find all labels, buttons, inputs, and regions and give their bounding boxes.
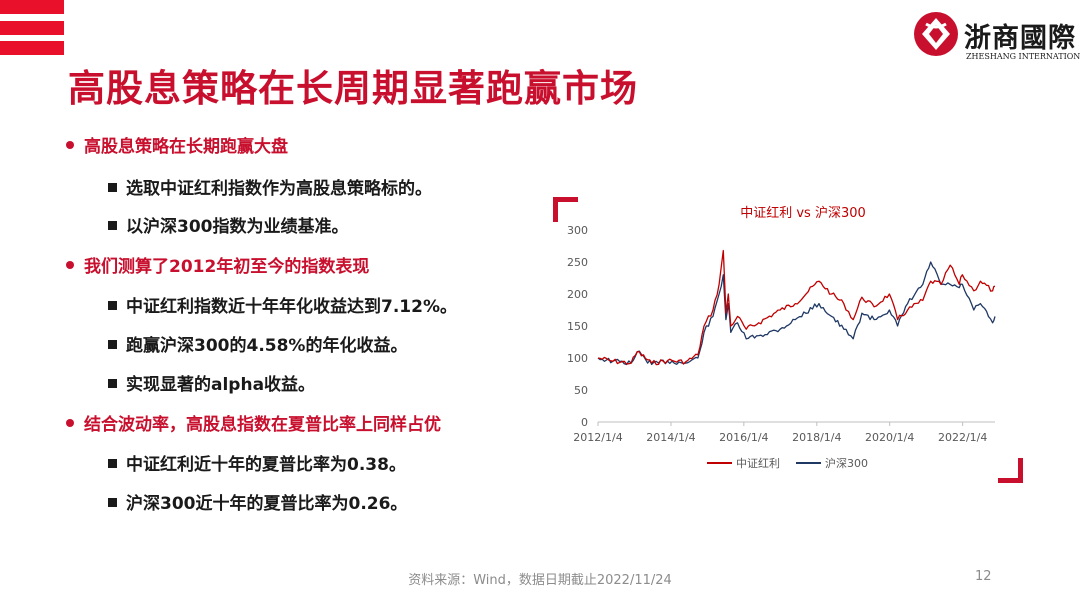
bullet-text: 结合波动率，高股息指数在夏普比率上同样占优: [84, 415, 441, 435]
chart-frame-corner-bottom-right: [998, 458, 1023, 483]
bullet-level2: 中证红利近十年的夏普比率为0.38。: [108, 450, 406, 475]
chart-frame-corner-top-left: [553, 197, 578, 222]
bullet-level2: 沪深300近十年的夏普比率为0.26。: [108, 489, 407, 514]
y-tick-label: 50: [574, 384, 588, 397]
slide-title: 高股息策略在长周期显著跑赢市场: [68, 67, 638, 110]
bullet-level2: 跑赢沪深300的4.58%的年化收益。: [108, 331, 407, 356]
bullet-square-icon: [108, 378, 117, 388]
bullet-level2: 选取中证红利指数作为高股息策略标的。: [108, 174, 432, 199]
logo-emblem-icon: [914, 12, 958, 56]
company-logo: 浙商國際 ZHESHANG INTERNATIONAL: [912, 10, 1080, 62]
bullet-level2: 中证红利指数近十年年化收益达到7.12%。: [108, 292, 457, 317]
legend-label: 沪深300: [825, 456, 868, 470]
logo-name-cn: 浙商國際: [964, 23, 1076, 54]
chart-title: 中证红利 vs 沪深300: [740, 205, 866, 221]
bullet-text: 选取中证红利指数作为高股息策略标的。: [126, 179, 432, 199]
bullet-level2: 以沪深300指数为业绩基准。: [108, 212, 349, 237]
y-tick-label: 200: [567, 288, 588, 301]
logo-name-en: ZHESHANG INTERNATIONAL: [966, 52, 1080, 61]
bullet-text: 中证红利近十年的夏普比率为0.38。: [126, 455, 406, 475]
bullet-level1: 高股息策略在长期跑赢大盘: [66, 132, 288, 157]
bullet-dot-icon: [66, 141, 74, 149]
line-chart: 中证红利 vs 沪深300 0 50 100 150 200 250 300 2012/1/4 2…: [567, 205, 996, 470]
bullet-square-icon: [108, 300, 117, 310]
x-tick-label: 2016/1/4: [719, 431, 768, 444]
bullet-square-icon: [108, 182, 117, 192]
bullet-text: 跑赢沪深300的4.58%的年化收益。: [126, 336, 408, 356]
bullet-text: 中证红利指数近十年年化收益达到7.12%。: [126, 297, 457, 317]
bullet-square-icon: [108, 220, 117, 230]
y-tick-label: 250: [567, 256, 588, 269]
bullet-dot-icon: [66, 261, 74, 269]
bullet-text: 沪深300近十年的夏普比率为0.26。: [126, 494, 408, 514]
header-stripe-bottom: [0, 41, 64, 55]
series-line-csi300: [597, 261, 996, 366]
y-tick-label: 300: [567, 224, 588, 237]
header-stripe-mid: [0, 21, 64, 35]
bullet-square-icon: [108, 339, 117, 349]
series-line-csi-dividend: [597, 249, 996, 366]
y-tick-label: 150: [567, 320, 588, 333]
bullet-level1: 我们测算了2012年初至今的指数表现: [66, 252, 369, 277]
bullet-dot-icon: [66, 419, 74, 427]
bullet-square-icon: [108, 458, 117, 468]
y-tick-label: 0: [581, 416, 588, 429]
bullet-text: 以沪深300指数为业绩基准。: [126, 217, 349, 237]
legend-label: 中证红利: [736, 457, 780, 470]
x-tick-label: 2022/1/4: [938, 431, 987, 444]
bullet-square-icon: [108, 497, 117, 507]
bullet-level1: 结合波动率，高股息指数在夏普比率上同样占优: [66, 410, 441, 435]
bullet-level2: 实现显著的alpha收益。: [108, 370, 315, 395]
bullet-text: 高股息策略在长期跑赢大盘: [84, 137, 288, 157]
y-tick-label: 100: [567, 352, 588, 365]
x-tick-label: 2020/1/4: [865, 431, 914, 444]
x-tick-label: 2018/1/4: [792, 431, 841, 444]
x-tick-label: 2012/1/4: [573, 431, 622, 444]
page-number: 12: [975, 569, 992, 584]
bullet-text: 实现显著的alpha收益。: [126, 375, 316, 395]
bullet-text: 我们测算了2012年初至今的指数表现: [84, 257, 370, 277]
header-stripe-top: [0, 0, 64, 14]
source-note: 资料来源：Wind，数据日期截止2022/11/24: [408, 573, 672, 588]
x-tick-label: 2014/1/4: [646, 431, 695, 444]
